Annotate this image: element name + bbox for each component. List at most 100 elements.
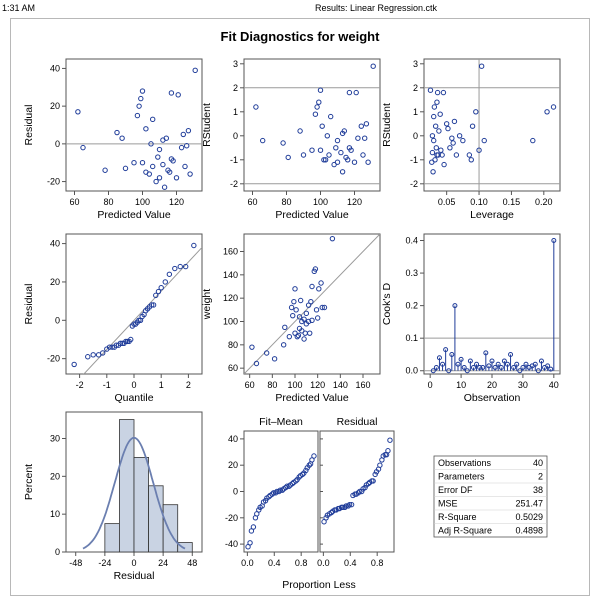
needle-point [498, 364, 504, 370]
data-point [385, 448, 391, 454]
fit-statistics-table: Observations 40 Parameters 2 Error DF 38 MSE 25… [433, 455, 548, 538]
data-point [187, 171, 193, 177]
data-point [372, 471, 378, 478]
data-point [317, 87, 324, 93]
data-point [100, 350, 106, 356]
y-tick-label: -40 [225, 539, 238, 549]
x-tick-label: 100 [287, 380, 302, 390]
data-point [292, 286, 298, 292]
needle-point [474, 361, 480, 367]
data-point [128, 336, 134, 343]
y-tick-label: 20 [50, 277, 60, 287]
data-point [432, 123, 439, 129]
data-point [427, 87, 434, 93]
plot-frame [423, 233, 561, 375]
x-tick-label: 30 [518, 380, 528, 390]
data-point [343, 503, 349, 509]
y-tick-label: -20 [47, 177, 60, 187]
stats-label: Observations [438, 458, 492, 468]
data-point [172, 265, 178, 272]
needle-point [464, 368, 470, 374]
needle-point [449, 351, 455, 357]
data-point [146, 171, 153, 177]
data-point [432, 157, 438, 163]
data-point [319, 123, 325, 129]
y-axis-label: weight [201, 289, 213, 320]
stats-value: 0.4898 [515, 526, 543, 536]
data-point [305, 318, 312, 325]
data-point [168, 90, 175, 96]
needle-point [520, 364, 526, 370]
y-tick-label: 80 [228, 340, 238, 350]
data-point [346, 501, 353, 508]
data-point [345, 157, 351, 163]
plot-area [244, 234, 380, 374]
data-point [293, 478, 299, 484]
data-point [153, 178, 159, 185]
data-point [329, 235, 336, 242]
data-point [269, 491, 275, 497]
y-tick-label: 100 [223, 317, 238, 327]
stats-label: Parameters [438, 472, 485, 482]
data-point [272, 490, 279, 496]
plot-frame [65, 233, 203, 375]
data-point [430, 169, 436, 175]
data-point [324, 133, 330, 139]
data-point [353, 89, 359, 96]
y-tick-label: 0 [233, 487, 238, 497]
data-point [362, 484, 368, 491]
data-point [550, 104, 557, 110]
data-point [131, 160, 137, 166]
data-point [456, 133, 463, 139]
chart-fit_mean_spread: 0.0 0.4 0.8 -40 -20 0 20 40 Fit–Mean [225, 416, 319, 568]
x-axis-label: Predicted Value [97, 209, 171, 221]
needle-point [504, 361, 510, 367]
data-point [150, 302, 157, 308]
data-point [184, 143, 190, 149]
y-tick-label: 20 [228, 460, 238, 470]
x-tick-label: 120 [347, 197, 362, 207]
x-tick-label: 40 [549, 380, 559, 390]
x-tick-label: 80 [281, 197, 291, 207]
plot-area [66, 67, 202, 190]
data-point [180, 131, 187, 138]
data-point [321, 157, 327, 163]
data-point [300, 152, 307, 158]
data-point [342, 504, 348, 510]
data-point [175, 92, 181, 98]
x-tick-label: 80 [103, 197, 113, 207]
needle-point [548, 366, 554, 372]
stats-label: Error DF [438, 485, 473, 495]
clock: 1:31 AM [2, 3, 36, 13]
data-point [302, 330, 308, 336]
data-point [163, 135, 170, 141]
x-axis-label: Leverage [470, 209, 514, 221]
data-point [439, 152, 445, 158]
data-point [449, 135, 455, 141]
y-axis-label: Cook's D [381, 282, 393, 325]
needle-point [489, 358, 495, 364]
data-point [314, 104, 320, 110]
data-point [316, 99, 322, 105]
data-point [148, 302, 155, 308]
data-point [326, 152, 332, 158]
y-tick-label: 30 [50, 433, 60, 443]
y-axis-label: Residual [23, 284, 35, 325]
data-point [429, 149, 436, 156]
data-point [288, 304, 295, 311]
x-tick-label: 0 [131, 558, 136, 568]
plot-area [244, 63, 380, 185]
data-point [276, 488, 282, 495]
needle-point [517, 368, 523, 374]
chart-cooks_d: 0 10 20 30 40 0.0 0.1 0.2 0.3 0.4 Observation Cook'… [381, 233, 561, 404]
data-point [434, 89, 441, 96]
y-tick-label: 60 [228, 363, 238, 373]
data-point [303, 310, 310, 317]
data-point [365, 480, 372, 487]
x-tick-label: 0.15 [503, 197, 521, 207]
data-point [138, 95, 144, 102]
y-axis-label: Percent [23, 464, 35, 500]
data-point [438, 147, 444, 153]
needle-point [495, 361, 501, 367]
data-point [309, 147, 315, 153]
